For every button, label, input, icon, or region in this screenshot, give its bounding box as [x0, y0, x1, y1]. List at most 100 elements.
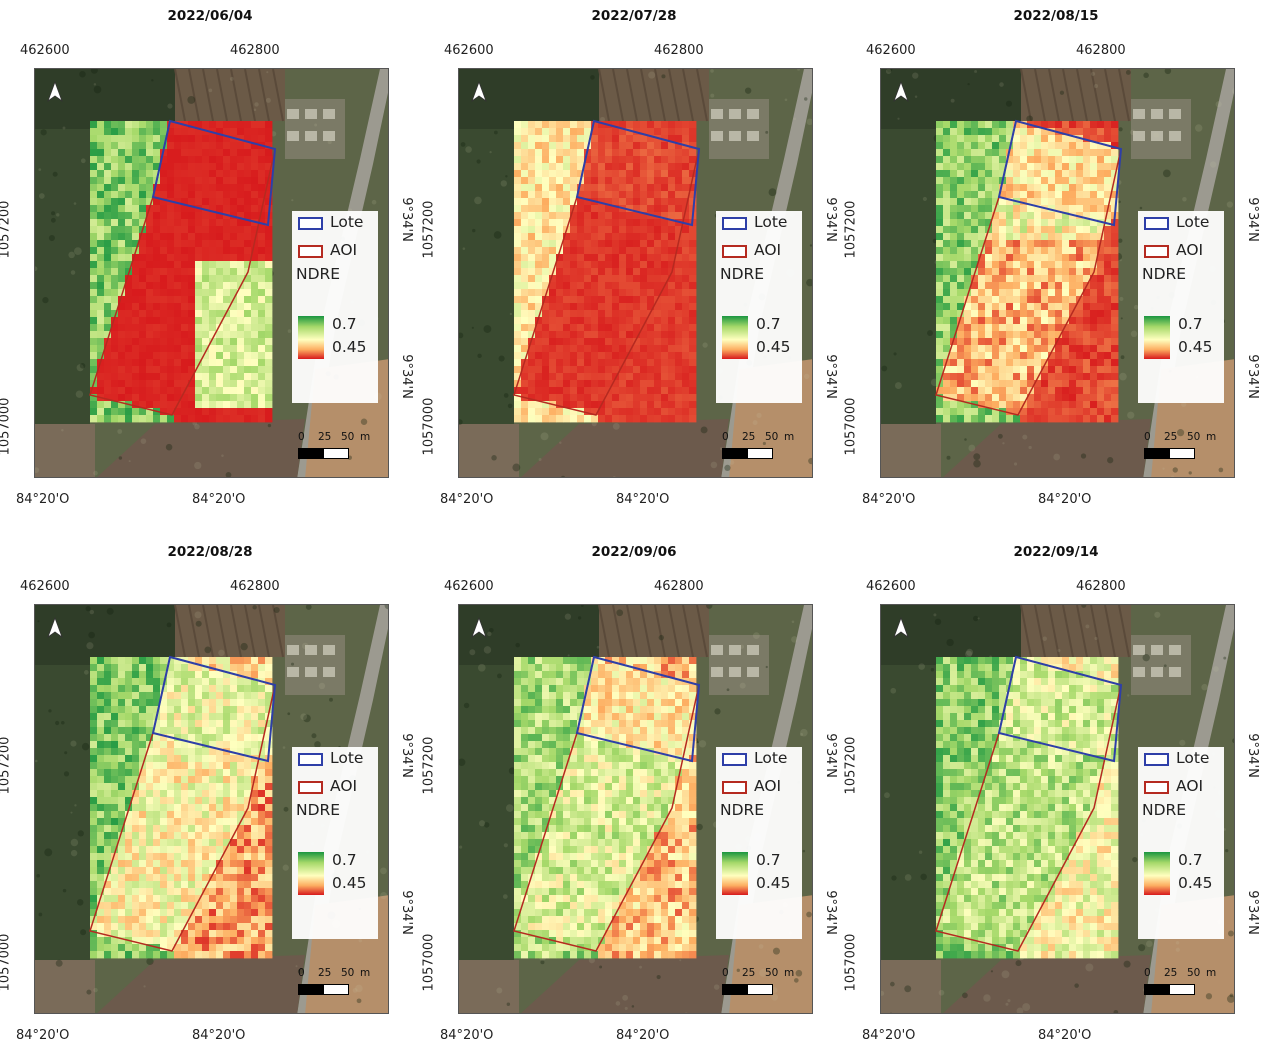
map-legend: Lote AOI NDRE 0.7 0.45 — [1138, 747, 1224, 939]
scale-bar-graphic — [298, 448, 349, 459]
easting-label-1: 462600 — [444, 579, 494, 594]
panel-date-title: 2022/09/14 — [846, 544, 1266, 560]
ndre-cells — [90, 657, 272, 958]
map-legend: Lote AOI NDRE 0.7 0.45 — [292, 747, 378, 939]
scale-unit: m — [784, 431, 794, 443]
latitude-label-2: 9°34'N — [1245, 354, 1260, 399]
easting-label-1: 462600 — [866, 43, 916, 58]
scale-bar: 0 25 50 m — [1144, 967, 1224, 1003]
longitude-label-1: 84°20'O — [862, 492, 915, 507]
aoi-swatch — [722, 781, 747, 794]
panel-date-title: 2022/08/28 — [0, 544, 420, 560]
satellite-map: Lote AOI NDRE 0.7 0.45 0 25 50 m — [34, 68, 389, 478]
scale-tick-0: 0 — [722, 431, 729, 443]
north-arrow-icon — [47, 617, 63, 639]
legend-lote-label: Lote — [754, 749, 787, 767]
longitude-label-1: 84°20'O — [16, 492, 69, 507]
northing-label-1: 1057200 — [843, 737, 858, 795]
latitude-label-1: 9°34'N — [1245, 197, 1260, 242]
scale-unit: m — [360, 967, 370, 979]
northing-label-1: 1057200 — [0, 737, 12, 795]
longitude-label-1: 84°20'O — [440, 1028, 493, 1043]
scale-bar: 0 25 50 m — [722, 431, 802, 467]
ndre-color-ramp — [722, 852, 748, 895]
legend-index-title: NDRE — [1142, 265, 1186, 283]
northing-label-2: 1057000 — [421, 398, 436, 456]
north-arrow-icon — [47, 81, 63, 103]
longitude-label-1: 84°20'O — [440, 492, 493, 507]
map-panel-2: 2022/07/28 462600 462800 1057200 1057000… — [424, 0, 844, 520]
ndre-cells — [936, 121, 1118, 422]
legend-min-value: 0.45 — [756, 338, 791, 356]
scale-unit: m — [360, 431, 370, 443]
legend-index-label: NDRE — [1142, 801, 1186, 819]
scale-tick-25: 25 — [742, 431, 755, 443]
scale-tick-0: 0 — [298, 967, 305, 979]
lote-swatch — [298, 753, 323, 766]
aoi-swatch — [1144, 781, 1169, 794]
easting-label-1: 462600 — [20, 579, 70, 594]
legend-index-title: NDRE — [720, 801, 764, 819]
legend-max-value: 0.7 — [1178, 315, 1203, 333]
map-panel-5: 2022/09/06 462600 462800 1057200 1057000… — [424, 536, 844, 1056]
ndre-cells — [514, 657, 696, 958]
ndre-cells — [514, 121, 696, 422]
longitude-label-1: 84°20'O — [862, 1028, 915, 1043]
northing-label-2: 1057000 — [0, 934, 12, 992]
ndre-cells — [936, 657, 1118, 958]
scale-bar-graphic — [722, 984, 773, 995]
north-arrow-icon — [893, 617, 909, 639]
map-legend: Lote AOI NDRE 0.7 0.45 — [716, 211, 802, 403]
legend-aoi-label: AOI — [1176, 241, 1203, 259]
easting-label-2: 462800 — [230, 579, 280, 594]
legend-lote-label: Lote — [330, 749, 363, 767]
latitude-label-2: 9°34'N — [399, 890, 414, 935]
legend-min-value: 0.45 — [332, 874, 367, 892]
scale-tick-50: 50 — [341, 967, 354, 979]
ndre-color-ramp — [1144, 316, 1170, 359]
longitude-label-2: 84°20'O — [616, 492, 669, 507]
easting-label-2: 462800 — [654, 43, 704, 58]
latitude-label-2: 9°34'N — [823, 354, 838, 399]
map-legend: Lote AOI NDRE 0.7 0.45 — [1138, 211, 1224, 403]
legend-index-label: NDRE — [296, 265, 340, 283]
legend-max-value: 0.7 — [756, 851, 781, 869]
ndre-color-ramp — [722, 316, 748, 359]
legend-aoi-label: AOI — [1176, 777, 1203, 795]
scale-bar: 0 25 50 m — [298, 967, 378, 1003]
easting-label-1: 462600 — [444, 43, 494, 58]
latitude-label-1: 9°34'N — [823, 733, 838, 778]
legend-index-title: NDRE — [296, 801, 340, 819]
legend-lote-label: Lote — [330, 213, 363, 231]
legend-min-value: 0.45 — [1178, 874, 1213, 892]
panel-date-title: 2022/06/04 — [0, 8, 420, 24]
scale-bar-graphic — [1144, 984, 1195, 995]
aoi-swatch — [1144, 245, 1169, 258]
northing-label-1: 1057200 — [0, 201, 12, 259]
legend-max-value: 0.7 — [756, 315, 781, 333]
aoi-swatch — [298, 245, 323, 258]
scale-tick-25: 25 — [742, 967, 755, 979]
easting-label-2: 462800 — [230, 43, 280, 58]
legend-min-value: 0.45 — [756, 874, 791, 892]
latitude-label-1: 9°34'N — [823, 197, 838, 242]
legend-aoi-label: AOI — [754, 777, 781, 795]
scale-tick-50: 50 — [1187, 431, 1200, 443]
easting-label-2: 462800 — [1076, 579, 1126, 594]
lote-swatch — [1144, 753, 1169, 766]
northing-label-1: 1057200 — [421, 737, 436, 795]
scale-unit: m — [784, 967, 794, 979]
panel-date-title: 2022/07/28 — [424, 8, 844, 24]
northing-label-2: 1057000 — [843, 398, 858, 456]
longitude-label-2: 84°20'O — [616, 1028, 669, 1043]
scale-tick-50: 50 — [341, 431, 354, 443]
legend-aoi-label: AOI — [330, 777, 357, 795]
legend-max-value: 0.7 — [332, 315, 357, 333]
legend-min-value: 0.45 — [332, 338, 367, 356]
legend-index-label: NDRE — [1142, 265, 1186, 283]
easting-label-2: 462800 — [1076, 43, 1126, 58]
longitude-label-2: 84°20'O — [192, 492, 245, 507]
scale-tick-0: 0 — [1144, 431, 1151, 443]
scale-tick-25: 25 — [1164, 431, 1177, 443]
satellite-map: Lote AOI NDRE 0.7 0.45 0 25 50 m — [880, 68, 1235, 478]
